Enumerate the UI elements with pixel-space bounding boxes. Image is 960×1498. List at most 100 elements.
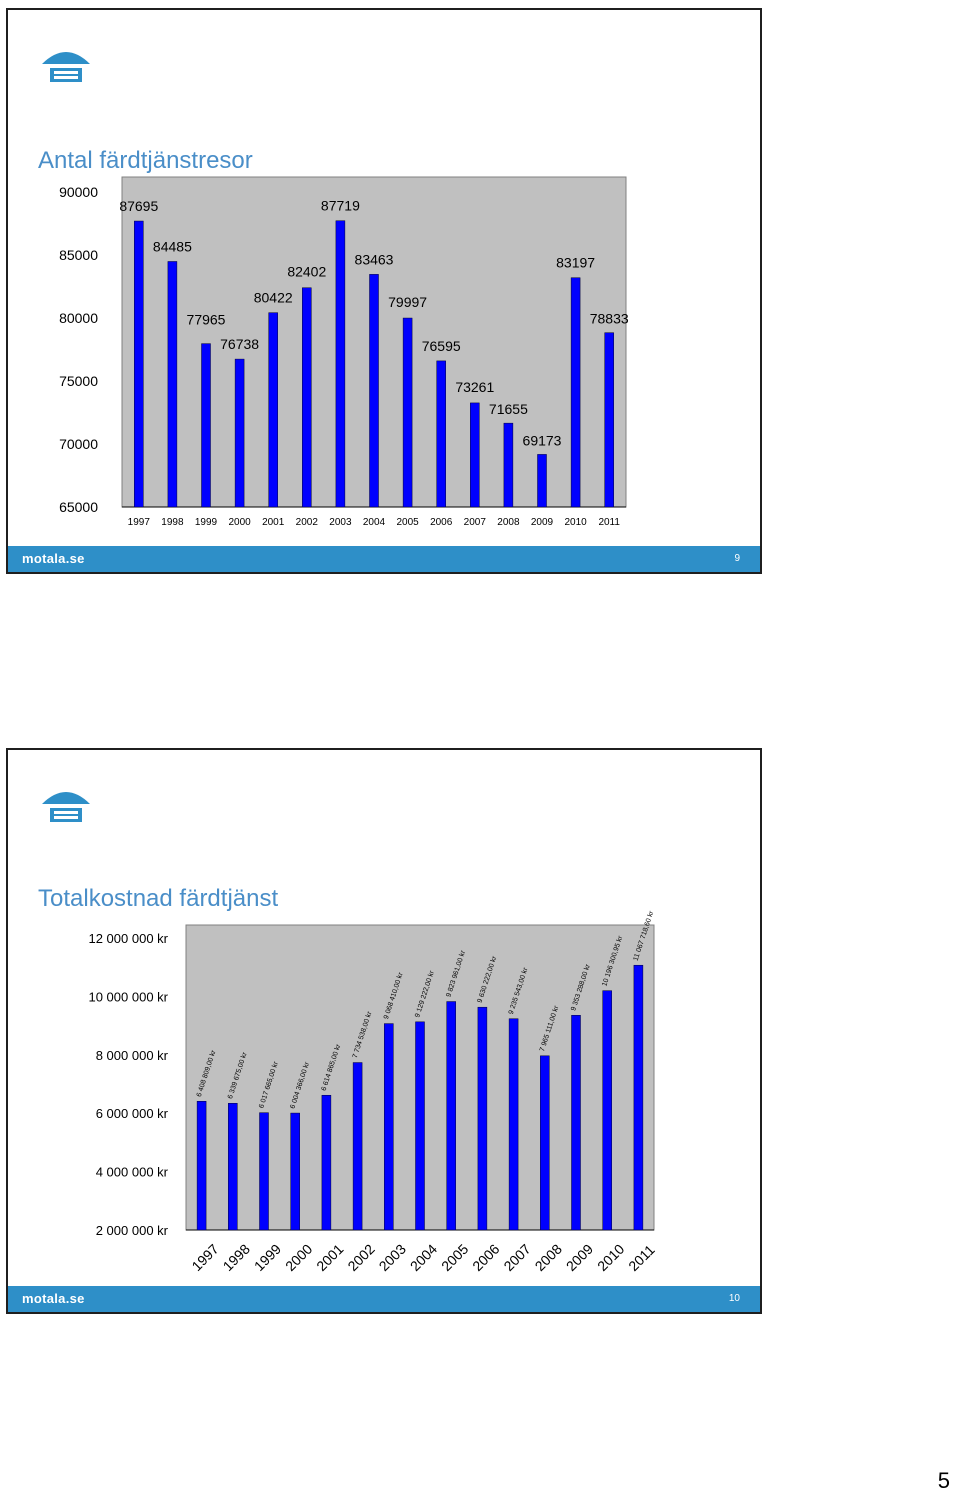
slide-title: Antal färdtjänstresor xyxy=(38,147,253,174)
footer-site-label: motala.se xyxy=(22,551,85,566)
bar xyxy=(470,402,480,508)
data-label: 77965 xyxy=(187,312,226,328)
bar xyxy=(335,220,346,508)
motala-logo-icon xyxy=(42,792,90,822)
y-tick-label: 12 000 000 kr xyxy=(88,931,168,946)
x-tick-label: 2008 xyxy=(532,1241,565,1274)
data-label: 78833 xyxy=(590,311,629,327)
slide-total-cost: Totalkostnad färdtjänst 12 000 000 kr 10 … xyxy=(6,748,762,1314)
x-tick-label: 2007 xyxy=(464,517,487,528)
motala-logo-icon xyxy=(42,52,90,82)
x-tick-label: 2009 xyxy=(531,517,554,528)
x-tick-label: 2009 xyxy=(563,1241,596,1274)
bar xyxy=(570,277,581,508)
y-tick-label: 10 000 000 kr xyxy=(88,989,168,1004)
x-tick-label: 2004 xyxy=(407,1241,440,1274)
y-tick-label: 2 000 000 kr xyxy=(96,1223,169,1238)
bar xyxy=(537,454,547,508)
x-tick-label: 2008 xyxy=(497,517,520,528)
x-tick-label: 2007 xyxy=(500,1241,533,1274)
data-label: 71655 xyxy=(489,401,528,417)
x-tick-label: 2002 xyxy=(344,1241,377,1274)
y-tick-label: 6 000 000 kr xyxy=(96,1106,169,1121)
slide-title: Totalkostnad färdtjänst xyxy=(38,885,279,912)
x-tick-label: 2005 xyxy=(438,1241,471,1274)
bar xyxy=(201,343,211,508)
y-tick-label: 75000 xyxy=(59,373,98,389)
bar xyxy=(446,1001,456,1231)
bar xyxy=(228,1103,238,1231)
data-label: 82402 xyxy=(287,264,326,280)
data-label: 87719 xyxy=(321,198,360,214)
slide-footer: motala.se 9 xyxy=(8,546,760,572)
page-number: 5 xyxy=(937,1468,950,1493)
data-label: 69173 xyxy=(523,432,562,448)
bar xyxy=(571,1015,581,1231)
bar xyxy=(369,274,379,508)
x-tick-label: 1997 xyxy=(188,1241,221,1274)
x-tick-label: 2010 xyxy=(564,517,587,528)
bar xyxy=(196,1101,207,1231)
data-label: 76595 xyxy=(422,338,461,354)
data-label: 79997 xyxy=(388,294,427,310)
y-tick-label: 85000 xyxy=(59,247,98,263)
x-tick-label: 2004 xyxy=(363,517,386,528)
bar xyxy=(268,312,278,508)
bar xyxy=(604,332,614,508)
footer-site-label: motala.se xyxy=(22,1291,85,1306)
y-tick-label: 90000 xyxy=(59,184,98,200)
bar xyxy=(234,358,245,508)
slide-ridership: Antal färdtjänstresor 90000 85000 80000 750… xyxy=(6,8,762,574)
data-label: 84485 xyxy=(153,238,192,254)
x-tick-label: 1998 xyxy=(161,517,184,528)
x-tick-label: 2003 xyxy=(376,1241,409,1274)
bar xyxy=(302,287,312,508)
data-label: 80422 xyxy=(254,290,293,306)
x-tick-label: 2002 xyxy=(296,517,319,528)
bar xyxy=(167,261,178,508)
bar xyxy=(633,964,644,1231)
y-tick-label: 80000 xyxy=(59,310,98,326)
y-tick-label: 8 000 000 kr xyxy=(96,1048,169,1063)
x-tick-label: 2001 xyxy=(313,1241,346,1274)
x-tick-label: 2001 xyxy=(262,517,285,528)
y-tick-label: 4 000 000 kr xyxy=(96,1165,169,1180)
bar xyxy=(602,990,612,1231)
x-tick-label: 2005 xyxy=(396,517,419,528)
bar xyxy=(352,1062,363,1231)
bar xyxy=(134,220,144,508)
data-label: 73261 xyxy=(455,379,494,395)
x-tick-label: 2006 xyxy=(430,517,453,528)
data-label: 76738 xyxy=(220,336,259,352)
bar xyxy=(259,1112,269,1231)
x-tick-label: 1998 xyxy=(220,1241,253,1274)
x-tick-label: 2000 xyxy=(228,517,251,528)
bar xyxy=(290,1112,300,1231)
data-label: 83197 xyxy=(556,255,595,271)
ridership-chart: 90000 85000 80000 75000 70000 65000 1997 87695 1… xyxy=(59,176,629,528)
bar xyxy=(477,1006,488,1231)
x-tick-label: 1997 xyxy=(128,517,151,528)
x-tick-label: 2000 xyxy=(282,1241,315,1274)
bar xyxy=(415,1021,425,1231)
slide-number: 9 xyxy=(734,553,740,564)
total-cost-chart: 12 000 000 kr 10 000 000 kr 8 000 000 kr 6 … xyxy=(88,910,658,1275)
bar xyxy=(436,360,446,508)
y-tick-label: 65000 xyxy=(59,499,98,515)
x-tick-label: 1999 xyxy=(251,1241,284,1274)
slide-footer: motala.se 10 xyxy=(8,1286,760,1312)
y-tick-label: 70000 xyxy=(59,436,98,452)
x-tick-label: 1999 xyxy=(195,517,218,528)
x-tick-label: 2011 xyxy=(598,517,620,528)
x-tick-label: 2010 xyxy=(594,1241,627,1274)
x-tick-label: 2011 xyxy=(625,1241,658,1274)
bar xyxy=(508,1018,519,1231)
bar xyxy=(540,1055,550,1231)
x-tick-label: 2003 xyxy=(329,517,352,528)
slide-number: 10 xyxy=(728,1293,740,1304)
bar xyxy=(402,317,413,508)
data-label: 83463 xyxy=(355,251,394,267)
bar xyxy=(503,422,514,508)
bar xyxy=(384,1023,394,1231)
bar xyxy=(321,1094,332,1231)
